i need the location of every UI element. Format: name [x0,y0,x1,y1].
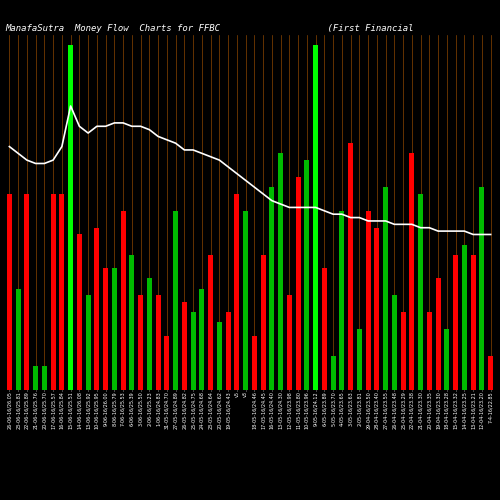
Bar [444,329,450,390]
Bar [77,234,82,390]
Bar [436,278,440,390]
Bar [287,296,292,390]
Bar [42,366,47,390]
Bar [173,211,178,390]
Bar [164,336,170,390]
Bar [50,194,56,390]
Bar [383,187,388,390]
Bar [68,45,73,390]
Bar [200,288,204,390]
Bar [453,255,458,390]
Bar [304,160,310,390]
Text: ManafaSutra  Money Flow  Charts for FFBC                    (First Financial    : ManafaSutra Money Flow Charts for FFBC (… [5,24,500,33]
Bar [348,143,353,390]
Bar [296,177,300,390]
Bar [130,255,134,390]
Bar [33,366,38,390]
Bar [252,336,257,390]
Bar [278,154,283,390]
Bar [182,302,187,390]
Bar [86,296,90,390]
Bar [270,187,274,390]
Bar [24,194,29,390]
Bar [234,194,240,390]
Bar [410,154,414,390]
Bar [7,194,12,390]
Bar [480,187,484,390]
Bar [94,228,100,390]
Bar [400,312,406,390]
Bar [16,288,20,390]
Bar [313,45,318,390]
Bar [60,194,64,390]
Bar [243,211,248,390]
Bar [322,268,327,390]
Bar [190,312,196,390]
Bar [392,296,397,390]
Bar [427,312,432,390]
Bar [418,194,423,390]
Bar [103,268,108,390]
Bar [147,278,152,390]
Bar [357,329,362,390]
Bar [208,255,213,390]
Bar [340,211,344,390]
Bar [138,296,143,390]
Bar [260,255,266,390]
Bar [330,356,336,390]
Bar [374,228,380,390]
Bar [120,211,126,390]
Bar [156,296,160,390]
Bar [488,356,493,390]
Bar [366,211,370,390]
Bar [226,312,230,390]
Bar [470,255,476,390]
Bar [217,322,222,390]
Bar [112,268,117,390]
Bar [462,244,467,390]
